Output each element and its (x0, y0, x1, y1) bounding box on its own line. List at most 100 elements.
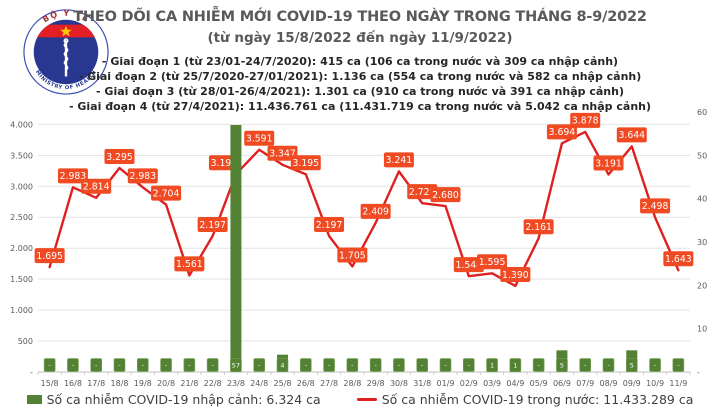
bar-data-label-box (556, 358, 568, 372)
legend-imported: Số ca nhiễm COVID-19 nhập cảnh: 6.324 ca (26, 392, 321, 407)
x-axis-label: 23/8 (227, 379, 245, 388)
line-data-label-box (383, 152, 414, 168)
x-axis-label: 04/9 (506, 379, 524, 388)
x-axis-label: 30/8 (390, 379, 408, 388)
line-data-label: 1.390 (502, 270, 529, 281)
line-data-label: 1.705 (339, 250, 366, 261)
left-axis-tick: 3.500 (10, 151, 33, 160)
x-axis-label: 21/8 (180, 379, 198, 388)
ministry-of-health-logo: BỘ Y TẾ MINISTRY OF HEALTH (23, 9, 109, 95)
right-axis-tick: 20 (697, 281, 707, 290)
phase-3-summary: - Giai đoạn 3 (từ 28/01-26/4/2021): 1.30… (96, 85, 624, 98)
bar-data-label: 1 (490, 362, 494, 370)
bar-data-label-box (230, 358, 242, 372)
bar-data-label-box (206, 358, 219, 372)
line-data-label: 2.704 (153, 188, 180, 199)
right-axis-tick: 50 (697, 151, 707, 160)
line-data-label-box (640, 198, 671, 214)
line-data-label: 1.561 (176, 259, 203, 270)
line-data-label-box (570, 112, 601, 128)
x-axis-label: 20/8 (157, 379, 175, 388)
logo-star-icon (60, 25, 72, 37)
bar-data-label-box (299, 358, 312, 372)
line-data-label-box (500, 266, 531, 282)
line-data-label: 2.197 (199, 220, 226, 231)
bar-data-label: - (118, 362, 121, 370)
bar-data-label-box (416, 358, 429, 372)
bar-data-label: - (328, 362, 331, 370)
line-data-label-box (453, 257, 484, 273)
x-axis-label: 29/8 (367, 379, 385, 388)
bar-data-label: - (211, 362, 214, 370)
line-data-label-box (34, 248, 65, 264)
bar-data-label-box (462, 358, 475, 372)
bar-data-label: 1 (513, 362, 517, 370)
bar-data-label-box (43, 358, 56, 372)
line-data-label: 1.595 (479, 257, 506, 268)
x-axis-label: 18/8 (111, 379, 129, 388)
bar-data-label: - (607, 362, 610, 370)
left-axis-tick: - (30, 368, 33, 377)
bar-data-label: - (444, 362, 447, 370)
bar-data-label-box (67, 358, 79, 372)
bar-data-label-box (649, 358, 661, 372)
combo-chart: 4.000 3.500 3.000 2.500 2.000 1.500 1.000 500 - 6… (10, 108, 707, 388)
chart-legend: Số ca nhiễm COVID-19 nhập cảnh: 6.324 ca… (0, 392, 720, 407)
legend-imported-label: Số ca nhiễm COVID-19 nhập cảnh: 6.324 ca (46, 392, 321, 407)
line-data-label: 3.694 (549, 127, 576, 138)
bar-data-label-box (183, 358, 196, 372)
right-axis-tick: 40 (697, 195, 707, 204)
line-data-label-box (267, 145, 298, 161)
bar-data-label: 4 (280, 362, 284, 370)
line-data-label: 2.983 (60, 171, 87, 182)
bar-data-label-box (90, 358, 103, 372)
bar-data-label-box (509, 358, 522, 372)
phase-1-summary: - Giai đoạn 1 (từ 23/01-24/7/2020): 415 … (101, 55, 619, 68)
line-data-label: 3.591 (246, 134, 273, 145)
x-axis-label: 07/9 (576, 379, 594, 388)
line-data-label-box (430, 187, 461, 203)
right-axis-tick: 30 (697, 238, 707, 247)
x-axis-label: 25/8 (274, 379, 292, 388)
left-axis-tick: 3.000 (10, 182, 33, 191)
line-data-label: 3.878 (572, 116, 599, 127)
line-data-label-box (477, 254, 508, 270)
line-data-label-box (104, 149, 135, 165)
x-axis-label: 16/8 (64, 379, 82, 388)
bar-data-label-box (160, 358, 172, 372)
line-data-label: 2.727 (409, 187, 436, 198)
x-axis-label: 15/8 (41, 379, 59, 388)
line-data-label: 3.295 (106, 152, 133, 163)
line-data-label-box (314, 216, 345, 232)
left-axis-tick: 500 (18, 337, 33, 346)
chart-subtitle: (từ ngày 15/8/2022 đến ngày 11/9/2022) (207, 30, 513, 46)
line-data-label-box (523, 219, 554, 235)
line-data-label: 2.197 (316, 220, 343, 231)
bar-data-label-box (276, 358, 289, 372)
line-data-label: 2.814 (83, 182, 110, 193)
bar-data-label-box (625, 358, 638, 372)
line-data-label-box (663, 251, 694, 267)
bar-data-label-box (439, 358, 452, 372)
line-data-label-box (151, 185, 182, 201)
bar-data-label: - (421, 362, 424, 370)
line-data-label-box (174, 256, 205, 272)
line-data-label-box (290, 155, 321, 171)
line-data-label: 1.548 (455, 260, 482, 271)
line-data-label: 2.409 (362, 207, 389, 218)
bar-data-label: - (374, 362, 377, 370)
line-data-label: 3.241 (386, 155, 413, 166)
line-data-label: 3.195 (292, 158, 319, 169)
x-axis-label: 26/8 (297, 379, 315, 388)
line-data-label-box (197, 216, 228, 232)
x-axis-label: 28/8 (343, 379, 361, 388)
line-data-label-box (616, 127, 647, 143)
x-axis-label: 17/8 (87, 379, 105, 388)
bar-data-label: - (188, 362, 191, 370)
bar-data-label-box (113, 358, 126, 372)
logo-asclepius-staff-icon (63, 38, 69, 77)
bar-data-label: - (398, 362, 401, 370)
bar-data-label: - (72, 362, 75, 370)
bar-data-label-box (602, 358, 615, 372)
